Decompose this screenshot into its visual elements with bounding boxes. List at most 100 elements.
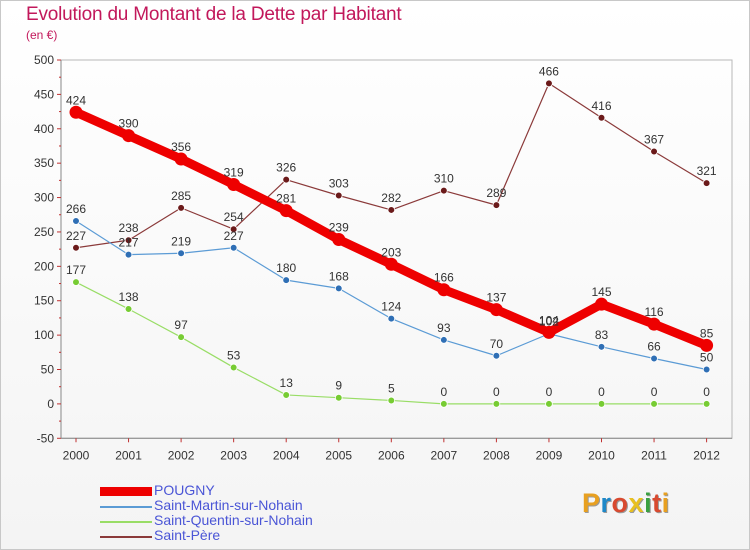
data-point — [650, 354, 658, 363]
data-point — [72, 278, 80, 286]
data-point — [72, 243, 80, 252]
data-point — [440, 336, 448, 344]
data-label: 303 — [329, 176, 349, 190]
logo-letter: i — [661, 488, 670, 518]
y-tick-label: 450 — [34, 87, 54, 101]
data-label: 416 — [591, 99, 611, 113]
data-label: 138 — [119, 290, 139, 304]
data-label: 356 — [171, 140, 191, 154]
data-point — [650, 147, 658, 156]
chart-subtitle: (en €) — [26, 28, 58, 42]
data-label: 137 — [486, 291, 506, 305]
logo-letter: o — [611, 488, 629, 518]
data-label: 13 — [280, 376, 294, 390]
data-label: 0 — [703, 385, 710, 399]
data-point — [124, 236, 133, 245]
data-label: 66 — [647, 340, 661, 354]
data-point — [72, 217, 80, 225]
y-tick-label: 400 — [34, 122, 54, 136]
data-label: 70 — [490, 337, 504, 351]
data-label: 203 — [381, 245, 401, 259]
data-point — [492, 400, 501, 408]
data-label: 180 — [276, 261, 296, 275]
x-tick-label: 2005 — [325, 448, 352, 462]
data-label: 124 — [381, 300, 401, 314]
data-point — [334, 284, 343, 293]
data-point — [229, 225, 238, 233]
data-point — [229, 363, 238, 372]
y-tick-label: 350 — [34, 156, 54, 170]
data-point — [702, 179, 711, 187]
y-tick-label: 50 — [41, 363, 55, 377]
data-label: 238 — [119, 221, 139, 235]
data-label: 83 — [595, 328, 609, 342]
data-point — [545, 400, 553, 408]
data-label: 145 — [591, 285, 611, 299]
data-point — [492, 351, 501, 360]
data-label: 97 — [174, 318, 188, 332]
data-point — [177, 333, 185, 341]
x-tick-label: 2010 — [588, 448, 615, 462]
y-tick-label: 150 — [34, 294, 54, 308]
x-tick-label: 2003 — [220, 448, 247, 462]
x-tick-label: 2008 — [483, 448, 510, 462]
data-point — [177, 249, 185, 258]
data-point — [124, 305, 133, 313]
data-point — [332, 233, 346, 247]
data-label: 102 — [539, 315, 559, 329]
y-tick-label: -50 — [37, 431, 55, 445]
data-point — [387, 314, 396, 323]
data-point — [492, 201, 501, 209]
data-label: 266 — [66, 202, 86, 216]
legend-label: Saint-Père — [154, 527, 221, 543]
series-line-3 — [75, 82, 708, 249]
logo-letter: t — [652, 488, 662, 518]
data-point — [124, 250, 133, 259]
data-label: 319 — [224, 165, 244, 179]
data-point — [177, 204, 185, 212]
data-label: 310 — [434, 172, 454, 186]
data-point — [282, 391, 291, 399]
data-label: 0 — [441, 385, 448, 399]
data-label: 219 — [171, 234, 191, 248]
data-label: 93 — [437, 321, 451, 335]
x-tick-label: 2011 — [641, 448, 667, 462]
data-label: 285 — [171, 189, 191, 203]
data-label: 254 — [224, 210, 244, 224]
data-label: 217 — [119, 236, 139, 250]
legend-label: Saint-Quentin-sur-Nohain — [154, 512, 313, 528]
data-label: 166 — [434, 271, 454, 285]
data-point — [702, 400, 711, 408]
data-label: 5 — [388, 381, 395, 395]
data-point — [440, 186, 448, 195]
data-label: 321 — [697, 164, 717, 178]
proxiti-logo: Proxiti — [582, 488, 670, 519]
data-point — [647, 317, 661, 331]
logo-letter: i — [644, 488, 653, 518]
data-point — [122, 129, 136, 143]
data-label: 227 — [66, 229, 86, 243]
y-tick-label: 100 — [34, 328, 54, 342]
data-point — [174, 152, 188, 166]
legend-swatch — [100, 521, 152, 523]
data-point — [597, 343, 606, 351]
x-tick-label: 2012 — [693, 448, 720, 462]
data-label: 116 — [644, 305, 663, 319]
data-label: 53 — [227, 348, 241, 362]
data-point — [702, 365, 711, 374]
data-label: 0 — [598, 385, 605, 399]
y-tick-label: 250 — [34, 225, 54, 239]
data-label: 9 — [335, 379, 342, 393]
data-point — [437, 283, 451, 297]
data-point — [384, 257, 398, 271]
logo-letter: r — [600, 488, 612, 518]
logo-letter: x — [628, 488, 645, 518]
data-label: 367 — [644, 132, 664, 146]
data-point — [334, 191, 343, 200]
data-point — [227, 177, 241, 191]
y-tick-label: 500 — [34, 53, 54, 67]
data-point — [440, 400, 448, 408]
data-label: 390 — [119, 117, 139, 131]
y-tick-label: 200 — [34, 259, 54, 273]
